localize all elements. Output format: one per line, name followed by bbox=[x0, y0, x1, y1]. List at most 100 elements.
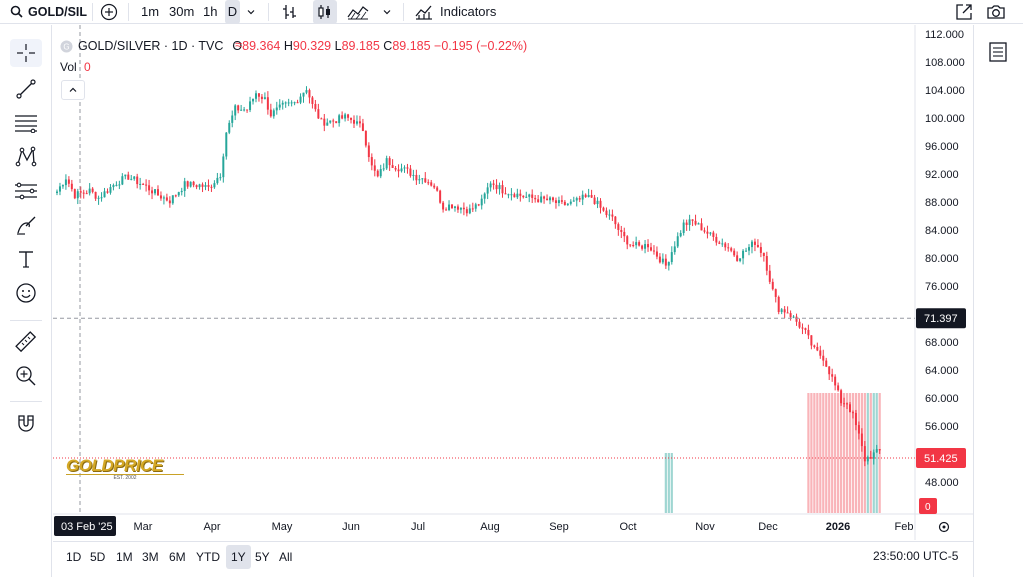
range-5d[interactable]: 5D bbox=[85, 545, 110, 569]
candle-body bbox=[278, 104, 281, 108]
volume-bar bbox=[845, 393, 849, 513]
candle-body bbox=[546, 198, 549, 201]
range-6m[interactable]: 6M bbox=[164, 545, 191, 569]
time-tick-label: Jun bbox=[342, 521, 360, 533]
candle-body bbox=[100, 197, 103, 199]
interval-d[interactable]: D bbox=[225, 0, 240, 24]
candle-body bbox=[846, 403, 849, 405]
range-5y[interactable]: 5Y bbox=[250, 545, 275, 569]
candle-body bbox=[216, 177, 219, 184]
candle-body bbox=[554, 200, 557, 204]
pattern-tool[interactable] bbox=[10, 143, 42, 171]
candle-body bbox=[314, 103, 317, 110]
range-1m[interactable]: 1M bbox=[111, 545, 138, 569]
candle-body bbox=[341, 115, 344, 119]
candle-body bbox=[439, 190, 442, 203]
candle-body bbox=[673, 246, 676, 253]
candle-body bbox=[97, 197, 100, 199]
clock[interactable]: 23:50:00 UTC-5 bbox=[873, 549, 959, 563]
indicators-button[interactable]: Indicators bbox=[414, 0, 496, 24]
candle-body bbox=[391, 165, 394, 168]
volume-axis-label: 0 bbox=[925, 502, 931, 513]
bar-style-button[interactable] bbox=[282, 0, 298, 24]
interval-label: 1m bbox=[141, 4, 160, 19]
time-tick-label: Mar bbox=[134, 521, 153, 533]
chevron-up-icon bbox=[69, 87, 77, 92]
candle-body bbox=[528, 194, 531, 197]
volume-bar bbox=[813, 393, 816, 513]
trend-line-tool[interactable] bbox=[10, 75, 42, 103]
price-tick-label: 84.000 bbox=[925, 225, 959, 237]
volume-bar bbox=[822, 393, 825, 513]
indicators-label: Indicators bbox=[440, 4, 497, 19]
symbol-search[interactable]: GOLD/SIL bbox=[10, 0, 87, 24]
candle-body bbox=[810, 335, 813, 346]
zoom-tool[interactable] bbox=[10, 362, 42, 390]
candle-body bbox=[427, 182, 430, 184]
candle-body bbox=[254, 93, 257, 99]
text-tool[interactable] bbox=[10, 245, 42, 273]
candle-body bbox=[721, 243, 724, 245]
ruler-tool[interactable] bbox=[10, 328, 42, 356]
candle-body bbox=[115, 184, 118, 186]
candle-body bbox=[162, 197, 165, 199]
candle-body bbox=[219, 177, 222, 179]
range-all[interactable]: All bbox=[274, 545, 297, 569]
area-style-button[interactable] bbox=[347, 0, 369, 24]
candle-body bbox=[872, 452, 875, 459]
candle-body bbox=[451, 204, 454, 208]
candle-body bbox=[237, 105, 240, 111]
candle-body bbox=[379, 169, 382, 177]
candle-body bbox=[260, 96, 263, 100]
candle-body bbox=[207, 185, 210, 187]
candle-body bbox=[448, 204, 451, 211]
range-3m[interactable]: 3M bbox=[137, 545, 164, 569]
candle-body bbox=[650, 247, 652, 251]
chart-type-dropdown[interactable] bbox=[382, 0, 392, 24]
emoji-tool[interactable] bbox=[10, 279, 42, 307]
volume-bar bbox=[848, 393, 852, 513]
magnet-tool[interactable] bbox=[10, 409, 42, 437]
collapse-legend-button[interactable] bbox=[61, 80, 85, 100]
candle-body bbox=[489, 183, 492, 188]
price-tick-label: 48.000 bbox=[925, 477, 959, 489]
candle-body bbox=[388, 158, 391, 166]
interval-1m[interactable]: 1m bbox=[141, 0, 159, 24]
range-1d[interactable]: 1D bbox=[61, 545, 86, 569]
candle-body bbox=[82, 192, 85, 194]
interval-30m[interactable]: 30m bbox=[169, 0, 194, 24]
candle-body bbox=[201, 184, 204, 187]
candle-body bbox=[641, 245, 644, 249]
volume-bar bbox=[816, 393, 819, 513]
crosshair-time-label: 03 Feb '25 bbox=[61, 521, 113, 533]
open-value: 89.364 bbox=[242, 39, 281, 53]
horizontal-lines-tool[interactable] bbox=[10, 109, 42, 137]
interval-dropdown[interactable] bbox=[246, 0, 256, 24]
candle-style-button[interactable] bbox=[313, 0, 337, 24]
candle-body bbox=[768, 270, 771, 282]
range-ytd[interactable]: YTD bbox=[191, 545, 225, 569]
settings-gear-icon[interactable] bbox=[938, 521, 950, 533]
symbol-label: GOLD/SIL bbox=[28, 4, 88, 19]
snapshot-button[interactable] bbox=[986, 0, 1006, 24]
divider bbox=[128, 3, 129, 21]
popout-button[interactable] bbox=[955, 0, 973, 24]
candle-body bbox=[730, 248, 733, 251]
crosshair-tool[interactable] bbox=[10, 39, 42, 67]
candle-body bbox=[433, 185, 436, 188]
candle-body bbox=[875, 449, 878, 453]
candle-body bbox=[822, 355, 825, 361]
area-chart-icon bbox=[347, 5, 369, 19]
compare-button[interactable] bbox=[100, 0, 118, 24]
candle-body bbox=[154, 189, 157, 194]
prediction-tool[interactable] bbox=[10, 177, 42, 205]
candle-body bbox=[421, 178, 424, 180]
candle-body bbox=[697, 223, 700, 225]
candle-body bbox=[685, 222, 688, 225]
range-1y[interactable]: 1Y bbox=[226, 544, 251, 569]
interval-1h[interactable]: 1h bbox=[203, 0, 217, 24]
notes-button[interactable] bbox=[988, 41, 1008, 68]
brush-tool[interactable] bbox=[10, 211, 42, 239]
candle-body bbox=[198, 184, 201, 188]
